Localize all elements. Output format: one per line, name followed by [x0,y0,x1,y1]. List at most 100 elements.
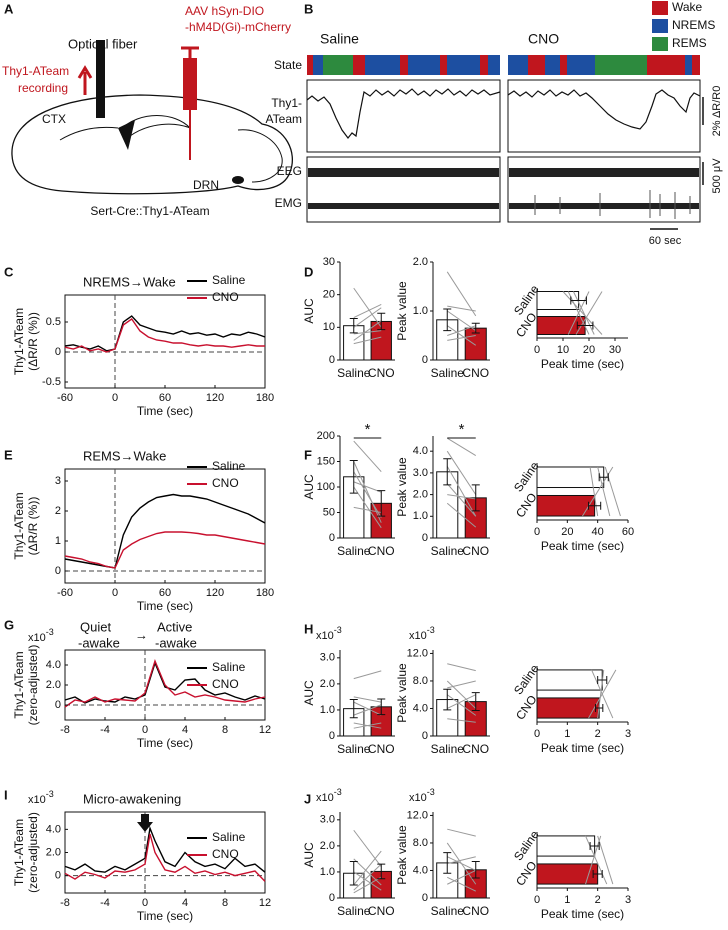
x-tick-label: 2 [595,894,601,906]
paired-line [353,307,382,328]
y-tick-label: 4.0 [413,864,428,876]
x-tick-label: 0 [112,587,118,599]
paired-line [446,271,477,317]
x-axis-label: Time (sec) [137,404,193,418]
error-bar [588,501,602,510]
x-tick-label: 0 [534,526,540,538]
state-block [408,55,440,75]
row-label: EEG [277,164,302,178]
state-block [353,55,365,75]
panel-b: Saline CNO State Thy1- ATeam EEG EMG [266,0,723,247]
chart-title: Micro-awakening [83,791,181,806]
legend-label: Saline [212,273,246,287]
panel-letter: G [4,617,14,632]
paired-line [353,829,382,868]
x-tick-label: CNO [368,904,395,918]
y-axis-label: AUC [302,680,316,706]
recording-label: Thy1-ATeam [2,64,69,78]
hypnogram [307,55,700,75]
paired-line [588,669,617,719]
x-tick-label: 20 [561,526,573,538]
y-tick-label: 3.0 [320,814,335,826]
scale-base: x10 [28,632,46,644]
x-axis-label: Peak time (sec) [541,539,624,553]
scale-label: 500 μV [711,158,723,194]
panel-letter: C [4,264,14,279]
y-axis-label: Thy1-ATeam [12,651,26,718]
y-axis-label: Peak value [395,825,409,885]
y-tick-label: 2.0 [320,840,335,852]
series-line [64,318,265,353]
legend-label: Saline [212,830,246,844]
paired-line [447,828,476,837]
row-label: ATeam [266,112,302,126]
paired-line [597,669,605,719]
state-block [323,55,353,75]
paired-line [597,835,614,885]
x-tick-label: Saline [337,544,371,558]
paired-line [353,701,382,716]
cortex-line [59,126,119,141]
ctx-label: CTX [42,112,66,126]
chart-title: Active [157,619,192,634]
legend-label: CNO [212,290,239,304]
paired-line [353,330,382,335]
x-tick-label: 0 [142,724,148,736]
y-tick-label: 12.0 [407,647,428,659]
legend-label: CNO [212,677,239,691]
row-label: EMG [275,196,302,210]
state-block [595,55,647,75]
bar [536,466,605,489]
legend-label: Saline [212,660,246,674]
state-block [365,55,400,75]
panel-letter: H [304,621,313,636]
scale-label: 60 sec [649,235,682,247]
y-tick-label: CNO [513,490,540,520]
x-tick-label: Saline [337,904,371,918]
x-tick-label: -4 [100,897,110,909]
paired-line [447,663,476,672]
x-tick-label: 3 [625,728,631,740]
y-tick-label: 0 [329,892,335,904]
error-bar [443,852,452,874]
error-bar [471,322,480,334]
x-tick-label: 60 [159,587,171,599]
x-tick-label: 180 [256,392,274,404]
y-axis-label: (ΔR/R (%)) [26,312,40,371]
paired-line [447,494,476,500]
panel-letter: E [4,447,13,462]
state-block [480,55,488,75]
error-bar [377,490,386,517]
x-tick-label: CNO [462,544,489,558]
state-block [528,55,545,75]
x-axis-label: Peak time (sec) [541,741,624,755]
x-tick-label: 1 [564,894,570,906]
x-tick-label: -8 [60,724,70,736]
chart-title: Quiet [80,619,111,634]
y-tick-label: 4.0 [413,702,428,714]
x-axis-label: Time (sec) [137,736,193,750]
y-tick-label: 0 [422,354,428,366]
x-tick-label: 0 [534,344,540,356]
x-tick-label: -4 [100,724,110,736]
legend-swatch [652,1,668,15]
y-axis-label: Thy1-ATeam [12,492,26,559]
paired-line [353,876,382,894]
series-line [64,658,266,708]
error-bar [570,296,587,305]
row-label: Thy1- [271,96,302,110]
state-block [508,55,528,75]
condition-label: CNO [528,31,559,47]
y-tick-label: 0.5 [46,316,61,328]
y-tick-label: 100 [317,481,335,493]
scale-exponent: -3 [46,627,54,637]
legend-label: NREMS [672,18,715,32]
y-axis-label: (zero-adjusted) [26,812,40,893]
paired-line [604,466,621,517]
state-block [560,55,567,75]
paired-line [447,870,476,885]
emg-spikes [534,190,691,219]
paired-line [585,835,608,885]
paired-line [562,291,603,335]
trace-frame [507,79,701,153]
